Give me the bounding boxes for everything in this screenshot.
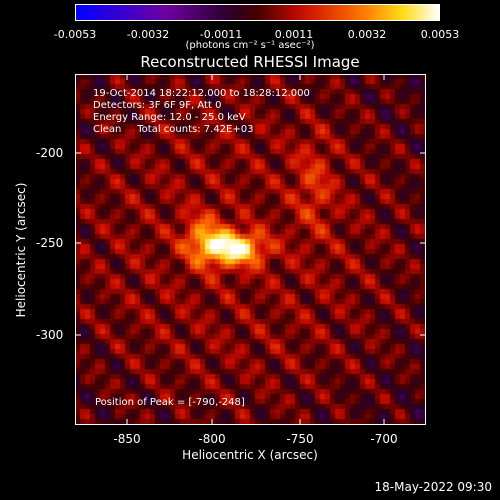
timestamp: 18-May-2022 09:30 (374, 480, 492, 494)
colorbar-tick: -0.0011 (199, 28, 243, 41)
colorbar (75, 4, 440, 21)
colorbar-tick: -0.0053 (53, 28, 97, 41)
colorbar-tick: 0.0032 (347, 28, 387, 41)
y-tick-label: -200 (36, 146, 64, 160)
info-detectors: Detectors: 3F 6F 9F, Att 0 (93, 100, 222, 111)
info-time-range: 19-Oct-2014 18:22:12.000 to 18:28:12.000 (93, 88, 310, 99)
x-tick-label: -750 (286, 432, 314, 446)
peak-position-label: Position of Peak = [-790,-248] (95, 397, 245, 408)
info-total-counts: Clean Total counts: 7.42E+03 (93, 124, 254, 135)
y-tick-label: -300 (36, 328, 64, 342)
colorbar-tick: 0.0011 (274, 28, 314, 41)
chart-title: Reconstructed RHESSI Image (140, 53, 360, 71)
x-tick-label: -700 (370, 432, 398, 446)
colorbar-units: (photons cm⁻² s⁻¹ asec⁻²) (185, 40, 315, 51)
x-tick-label: -800 (198, 432, 226, 446)
y-axis-title: Heliocentric Y (arcsec) (14, 182, 28, 318)
colorbar-tick: 0.0053 (420, 28, 460, 41)
colorbar-tick: -0.0032 (126, 28, 170, 41)
info-energy-range: Energy Range: 12.0 - 25.0 keV (93, 112, 246, 123)
x-tick-label: -850 (113, 432, 141, 446)
x-axis-title: Heliocentric X (arcsec) (182, 448, 318, 462)
y-tick-label: -250 (36, 236, 64, 250)
heatmap-image (75, 74, 426, 425)
